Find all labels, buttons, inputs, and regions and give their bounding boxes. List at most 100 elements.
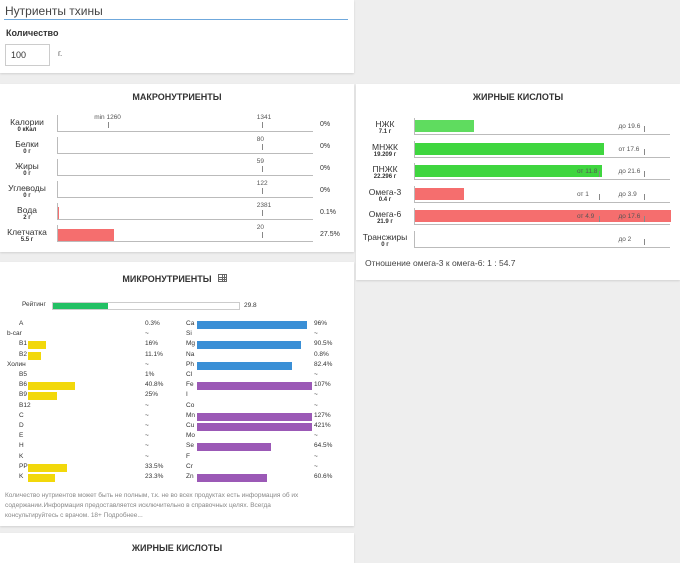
- macro-row-axis: [57, 115, 313, 132]
- disclaimer-line2: содержании.Информация предоставляется ис…: [5, 502, 271, 509]
- vitamin-value: ~: [145, 442, 149, 450]
- mineral-value: ~: [314, 452, 318, 460]
- mineral-value: ~: [314, 432, 318, 440]
- rating-value: 29.8: [244, 302, 257, 309]
- vitamin-bar: [28, 341, 47, 350]
- macro-row-amount: 2 г: [23, 215, 31, 221]
- macro-row-percent: 0%: [320, 165, 331, 172]
- macro-row-name: Жиры: [15, 161, 39, 171]
- macro-row-axis: [57, 203, 313, 220]
- macro-norm-label: 20: [256, 224, 265, 231]
- mineral-label: Cu: [186, 422, 195, 429]
- macro-row-axis: [57, 159, 313, 176]
- disclaimer-line3[interactable]: консультируйтесь с врачом. 18+ Подробнее…: [5, 512, 143, 519]
- mineral-value: 64.5%: [314, 442, 333, 450]
- mineral-bar: [197, 412, 312, 421]
- mineral-bar: [197, 341, 302, 350]
- vitamin-label: B5: [19, 371, 27, 378]
- vitamin-label: A: [19, 320, 24, 327]
- mineral-label: Ph: [186, 360, 194, 368]
- vitamin-bar: [28, 382, 75, 391]
- vitamin-value: ~: [145, 432, 149, 440]
- vitamin-label: K: [19, 473, 24, 480]
- vitamin-value: 25%: [145, 391, 159, 399]
- mineral-label: Mg: [186, 340, 196, 348]
- fat-card: ЖИРНЫЕ КИСЛОТЫ НЖК 7.1 г до 19.6 МНЖК 19.209…: [356, 84, 680, 280]
- macro-row-label: Белки 0 г: [2, 140, 52, 156]
- fat-row-bar: [415, 165, 602, 177]
- fat-max-label: до 2: [618, 235, 632, 243]
- mineral-value: ~: [314, 371, 318, 378]
- vitamin-label: Холин: [7, 360, 26, 368]
- macro-norm-tick: [261, 166, 263, 172]
- macro-norm-tick: [261, 144, 263, 150]
- macro-norm-tick: [261, 210, 263, 216]
- mineral-label: Ca: [186, 320, 195, 327]
- fat-row-label: Трансжиры 0 г: [358, 232, 412, 249]
- macro-row-name: Калории: [10, 117, 44, 127]
- macro-norm-tick: [261, 122, 263, 128]
- fat-max-tick: [644, 126, 646, 132]
- vitamin-label: B1: [19, 340, 27, 348]
- fat-row-name: Омега-3: [368, 186, 402, 197]
- fat-max-tick: [644, 171, 646, 177]
- vitamin-value: ~: [145, 401, 149, 409]
- mineral-label: Mo: [186, 432, 196, 440]
- macro-row-bar: [58, 229, 115, 241]
- rating-label: Рейтинг: [22, 301, 46, 308]
- mineral-bar: [197, 382, 312, 391]
- macro-title: МАКРОНУТРИЕНТЫ: [132, 92, 222, 102]
- mineral-value: 127%: [314, 411, 331, 419]
- fat-row-amount: 0 г: [381, 241, 389, 248]
- macro-row-label: Углеводы 0 г: [2, 184, 52, 200]
- bottom-title: ЖИРНЫЕ КИСЛОТЫ: [131, 543, 223, 553]
- micro-title: МИКРОНУТРИЕНТЫ: [0, 274, 344, 284]
- product-title[interactable]: Нутриенты тхины: [4, 4, 348, 20]
- macro-row-axis: [57, 137, 313, 154]
- mineral-label: Zn: [186, 473, 194, 480]
- mineral-value: 421%: [314, 422, 331, 429]
- mineral-label: F: [186, 452, 190, 460]
- fat-row-axis: [414, 163, 670, 180]
- macro-row-label: Клетчатка 5.5 г: [2, 228, 52, 244]
- header-card: Нутриенты тхины Количество 100 г.: [0, 0, 354, 73]
- mineral-label: Se: [186, 442, 194, 450]
- mineral-value: 0.8%: [314, 350, 329, 358]
- vitamin-label: H: [19, 442, 24, 450]
- vitamin-bar: [28, 351, 41, 360]
- mineral-label: Cl: [186, 371, 193, 378]
- vitamin-label: D: [19, 422, 24, 429]
- vitamin-value: ~: [145, 360, 149, 368]
- fat-row-name: ПНЖК: [372, 164, 398, 174]
- macro-norm-tick: [261, 232, 263, 238]
- fat-row-amount: 7.1 г: [378, 129, 392, 135]
- fat-row-label: НЖК 7.1 г: [358, 120, 412, 136]
- macro-row-amount: 0 г: [23, 171, 31, 177]
- fat-max-tick: [644, 148, 646, 155]
- fat-row-axis: [414, 208, 670, 225]
- mineral-value: 107%: [314, 381, 331, 389]
- vitamin-label: B12: [19, 401, 31, 409]
- mineral-label: Co: [186, 401, 195, 409]
- macro-row-amount: 5.5 г: [20, 237, 34, 243]
- vitamin-label: b-car: [7, 330, 22, 338]
- micro-title-text: МИКРОНУТРИЕНТЫ: [122, 274, 212, 284]
- mineral-value: 96%: [314, 320, 328, 327]
- fat-max-tick: [644, 238, 646, 245]
- mineral-bar: [197, 423, 312, 431]
- quantity-input[interactable]: 100: [5, 44, 50, 66]
- macro-norm-label: 59: [256, 158, 265, 165]
- macro-row-percent: 0.1%: [320, 209, 336, 216]
- fat-row-axis: [414, 140, 670, 158]
- macro-min-label: min 1260: [94, 114, 121, 121]
- mineral-bar: [197, 321, 308, 329]
- table-icon[interactable]: [218, 274, 227, 282]
- fat-row-bar: [415, 142, 605, 155]
- fat-row-label: ПНЖК 22.296 г: [358, 165, 412, 181]
- fat-min-tick: [598, 171, 600, 177]
- rating-track: [52, 302, 240, 310]
- mineral-value: 82.4%: [314, 360, 333, 368]
- mineral-value: ~: [314, 391, 318, 399]
- mineral-label: Fe: [186, 381, 194, 389]
- macro-row-name: Клетчатка: [7, 227, 47, 237]
